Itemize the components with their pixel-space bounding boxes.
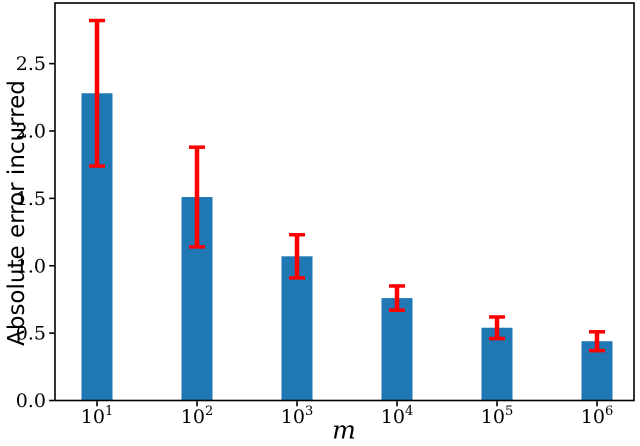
y-tick-label-2.0: 2.0 (16, 121, 46, 143)
y-tick-label-0.0: 0.0 (16, 390, 46, 412)
x-axis-label: m (332, 415, 356, 445)
x-tick-label-10^1: 101 (81, 404, 113, 428)
x-tick-label-10^5: 105 (481, 404, 513, 428)
bar-10^4 (381, 298, 413, 401)
x-tick-label-10^4: 104 (381, 404, 413, 428)
y-axis-label: Absolute error incurred (4, 80, 30, 346)
bar-10^3 (281, 256, 313, 401)
plot-box (54, 2, 635, 402)
y-tick-label-2.5: 2.5 (16, 53, 46, 75)
y-tick-label-1.5: 1.5 (16, 188, 46, 210)
x-tick-label-10^2: 102 (181, 404, 213, 428)
x-tick-label-10^6: 106 (581, 404, 613, 428)
y-tick-label-1.0: 1.0 (16, 255, 46, 277)
y-tick-label-0.5: 0.5 (16, 323, 46, 345)
x-tick-label-10^3: 103 (281, 404, 313, 428)
